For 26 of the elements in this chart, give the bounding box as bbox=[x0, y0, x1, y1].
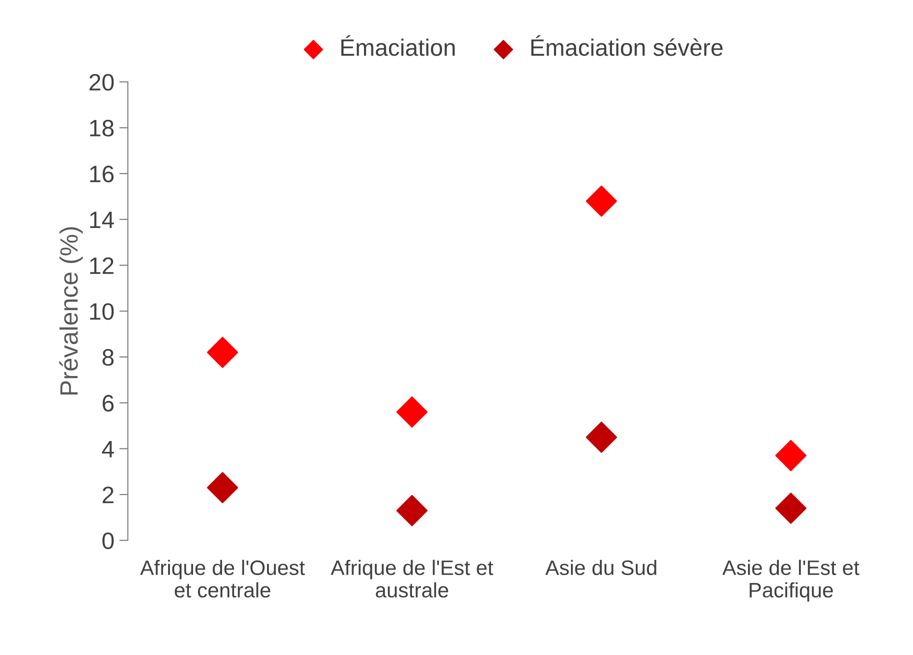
y-tick-label: 12 bbox=[90, 257, 114, 274]
y-tick-label: 16 bbox=[90, 166, 114, 182]
y-axis-title: Prévalence (%) bbox=[59, 227, 83, 395]
point bbox=[206, 472, 238, 504]
point bbox=[775, 440, 806, 472]
y-tick-label: 0 bbox=[102, 532, 114, 550]
point bbox=[206, 336, 238, 368]
x-tick-label: Afrique de l'Ouest et centrale bbox=[140, 560, 305, 598]
y-tick-label: 18 bbox=[90, 120, 114, 137]
y-tick-label: 10 bbox=[90, 303, 114, 320]
x-tick-label: Afrique de l'Est et australe bbox=[330, 560, 494, 598]
x-tick-label: Asie de l'Est et Pacifique bbox=[722, 560, 860, 602]
point bbox=[586, 422, 618, 453]
point bbox=[586, 185, 618, 217]
y-tick-label: 8 bbox=[102, 349, 114, 366]
y-tick-label: 20 bbox=[90, 74, 114, 91]
y-tick-label: 4 bbox=[102, 440, 114, 458]
legend-label: Émaciation bbox=[341, 35, 455, 56]
y-tick-label: 6 bbox=[102, 394, 114, 412]
y-tick-label: 2 bbox=[102, 486, 114, 504]
point bbox=[396, 396, 428, 428]
point bbox=[775, 492, 806, 524]
legend-label: Émaciation sévère bbox=[531, 35, 723, 56]
point bbox=[396, 494, 428, 526]
x-tick-label: Asie du Sud bbox=[545, 560, 656, 576]
y-tick-label: 14 bbox=[90, 212, 114, 228]
